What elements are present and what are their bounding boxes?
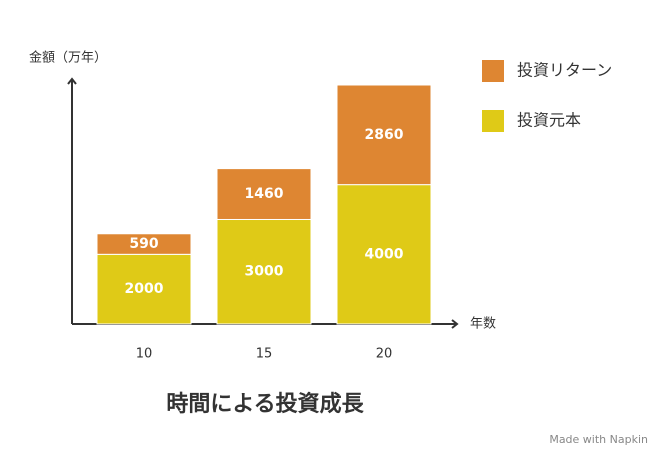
- value-label: 590: [129, 236, 158, 252]
- bar-segment: [336, 84, 432, 186]
- value-label: 4000: [365, 246, 404, 262]
- x-tick-label: 20: [376, 347, 393, 362]
- y-axis-label: 金額（万年）: [29, 50, 107, 66]
- bar-segment: [96, 253, 192, 325]
- value-label: 3000: [245, 264, 284, 280]
- legend-swatch: [482, 60, 504, 82]
- bar-segment: [216, 168, 312, 220]
- legend-label: 投資元本: [517, 111, 581, 130]
- x-axis-label: 年数: [470, 317, 496, 332]
- x-tick-label: 15: [256, 347, 273, 362]
- value-label: 1460: [245, 186, 284, 202]
- legend-label: 投資リターン: [517, 61, 612, 80]
- legend-swatch: [482, 110, 504, 132]
- value-label: 2860: [365, 127, 404, 143]
- bar-segment: [216, 218, 312, 325]
- bar-segment: [96, 233, 192, 255]
- chart-title: 時間による投資成長: [166, 391, 364, 417]
- footer: Made with Napkin: [549, 433, 648, 446]
- x-tick-label: 10: [136, 347, 153, 362]
- value-label: 2000: [125, 281, 164, 297]
